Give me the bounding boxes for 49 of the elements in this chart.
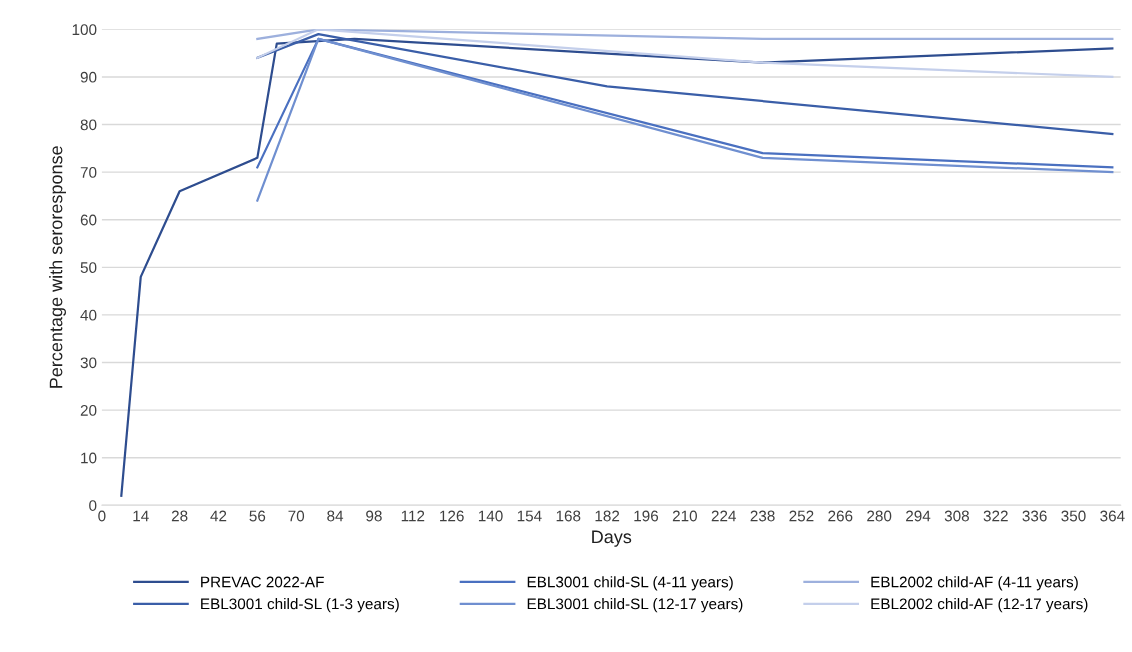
x-axis-title: Days	[592, 530, 632, 547]
y-axis-title: Percentage with seroresponse	[49, 146, 66, 388]
x-tick-label: 126	[440, 510, 464, 522]
x-tick-label: 210	[672, 510, 697, 522]
x-tick-label: 28	[171, 510, 188, 522]
y-tick-label: 50	[80, 262, 97, 274]
x-tick-label: 168	[556, 510, 581, 522]
x-tick-label: 196	[634, 510, 659, 522]
x-tick-label: 266	[828, 510, 853, 522]
legend-label: EBL2002 child-AF (12-17 years)	[871, 598, 1088, 613]
y-tick-label: 90	[80, 71, 97, 83]
x-tick-label: 322	[983, 510, 1008, 522]
line-series	[256, 37, 1114, 202]
y-tick-label: 40	[80, 309, 97, 321]
x-tick-label: 308	[944, 510, 969, 522]
x-tick-label: 224	[711, 510, 737, 522]
x-tick-label: 350	[1061, 510, 1086, 522]
x-tick-label: 364	[1100, 510, 1125, 522]
x-tick-label: 140	[478, 510, 503, 522]
y-tick-label: 80	[80, 119, 97, 131]
x-tick-label: 42	[210, 510, 227, 522]
x-tick-label: 98	[366, 510, 382, 522]
x-tick-label: 154	[517, 510, 542, 522]
legend-label: EBL3001 child-SL (1-3 years)	[201, 598, 399, 613]
legend-label: EBL3001 child-SL (4-11 years)	[527, 576, 733, 591]
y-tick-label: 0	[89, 500, 97, 511]
x-tick-label: 112	[401, 510, 425, 522]
x-tick-label: 56	[249, 510, 266, 522]
legend-label: EBL2002 child-AF (4-11 years)	[871, 576, 1078, 591]
y-tick-label: 60	[80, 214, 97, 226]
x-tick-label: 336	[1022, 510, 1047, 522]
x-tick-label: 294	[906, 510, 931, 522]
x-tick-label: 14	[133, 510, 149, 522]
x-tick-label: 182	[595, 510, 620, 522]
line-series	[120, 37, 1114, 497]
legend-label: EBL3001 child-SL (12-17 years)	[527, 598, 743, 613]
x-tick-label: 238	[750, 510, 775, 522]
x-tick-label: 84	[327, 510, 344, 522]
x-tick-label: 280	[867, 510, 892, 522]
line-series	[256, 29, 1114, 79]
y-tick-label: 70	[80, 167, 97, 178]
y-tick-label: 10	[81, 452, 97, 464]
legend-label: PREVAC 2022-AF	[201, 576, 324, 588]
x-tick-label: 0	[98, 510, 106, 522]
x-tick-label: 70	[288, 510, 305, 522]
y-tick-label: 100	[72, 24, 97, 36]
y-tick-label: 30	[80, 357, 97, 369]
y-tick-label: 20	[80, 404, 97, 416]
x-tick-label: 252	[789, 510, 814, 522]
